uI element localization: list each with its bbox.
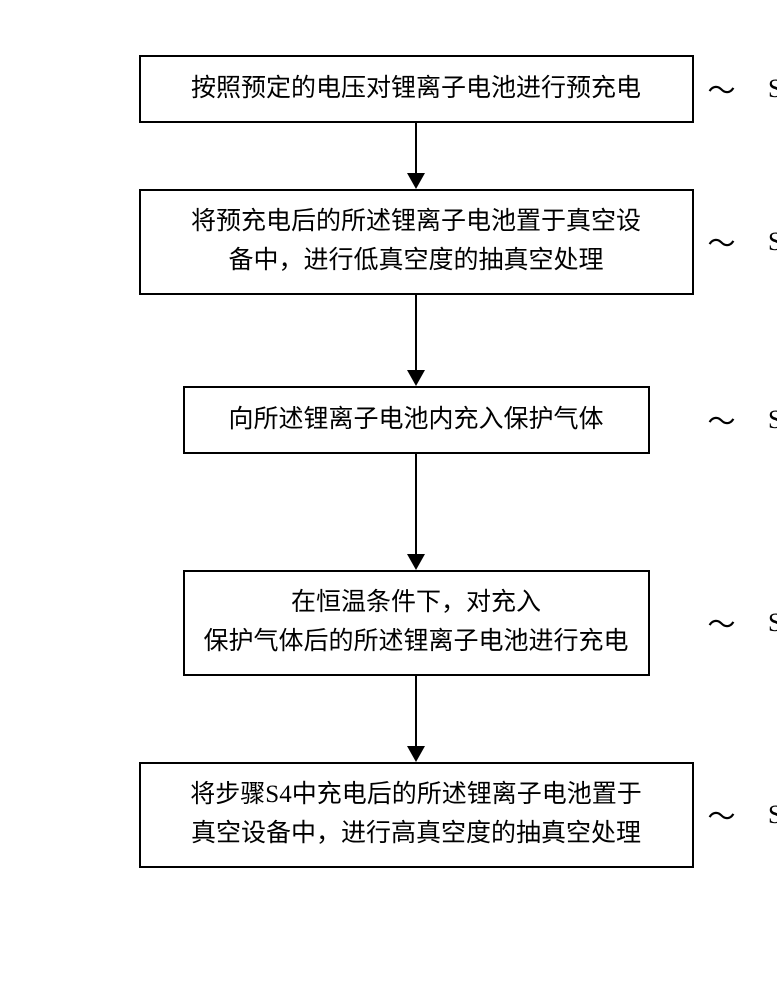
step-row-s1: 按照预定的电压对锂离子电池进行预充电～S1 xyxy=(139,55,694,123)
step-text-line: 向所述锂离子电池内充入保护气体 xyxy=(228,401,603,440)
arrow-line xyxy=(415,295,417,371)
step-text-line: 真空设备中，进行高真空度的抽真空处理 xyxy=(190,815,641,854)
arrow-down-icon xyxy=(407,295,425,386)
step-row-s3: 向所述锂离子电池内充入保护气体～S3 xyxy=(183,386,650,454)
step-box-s5: 将步骤S4中充电后的所述锂离子电池置于真空设备中，进行高真空度的抽真空处理 xyxy=(139,762,694,868)
step-text: 将步骤S4中充电后的所述锂离子电池置于真空设备中，进行高真空度的抽真空处理 xyxy=(190,776,641,854)
step-box-s1: 按照预定的电压对锂离子电池进行预充电 xyxy=(139,55,694,123)
arrow-line xyxy=(415,676,417,747)
arrow-down-icon xyxy=(407,454,425,570)
connector-tilde-icon: ～ xyxy=(707,795,732,835)
step-box-s3: 向所述锂离子电池内充入保护气体 xyxy=(183,386,650,454)
step-text-line: 将预充电后的所述锂离子电池置于真空设 xyxy=(191,203,641,242)
step-label-s4: S4 xyxy=(768,608,777,638)
connector-tilde-icon: ～ xyxy=(707,603,732,643)
step-text: 在恒温条件下，对充入保护气体后的所述锂离子电池进行充电 xyxy=(203,584,628,662)
step-box-s4: 在恒温条件下，对充入保护气体后的所述锂离子电池进行充电 xyxy=(183,570,650,676)
step-row-s4: 在恒温条件下，对充入保护气体后的所述锂离子电池进行充电～S4 xyxy=(183,570,650,676)
connector-tilde-icon: ～ xyxy=(707,69,732,109)
flowchart-container: 按照预定的电压对锂离子电池进行预充电～S1将预充电后的所述锂离子电池置于真空设备… xyxy=(0,0,777,868)
arrow-down-icon xyxy=(407,676,425,762)
step-text-line: 将步骤S4中充电后的所述锂离子电池置于 xyxy=(190,776,641,815)
arrow-down-icon xyxy=(407,123,425,189)
step-label-s2: S2 xyxy=(768,227,777,257)
step-text-line: 按照预定的电压对锂离子电池进行预充电 xyxy=(191,70,641,109)
step-text: 按照预定的电压对锂离子电池进行预充电 xyxy=(191,70,641,109)
step-row-s2: 将预充电后的所述锂离子电池置于真空设备中，进行低真空度的抽真空处理～S2 xyxy=(139,189,694,295)
arrow-line xyxy=(415,123,417,174)
step-label-s1: S1 xyxy=(768,74,777,104)
step-text-line: 保护气体后的所述锂离子电池进行充电 xyxy=(203,623,628,662)
step-text: 将预充电后的所述锂离子电池置于真空设备中，进行低真空度的抽真空处理 xyxy=(191,203,641,281)
arrow-head-icon xyxy=(407,746,425,762)
step-row-s5: 将步骤S4中充电后的所述锂离子电池置于真空设备中，进行高真空度的抽真空处理～S5 xyxy=(139,762,694,868)
step-label-s3: S3 xyxy=(768,405,777,435)
connector-tilde-icon: ～ xyxy=(707,222,732,262)
step-box-s2: 将预充电后的所述锂离子电池置于真空设备中，进行低真空度的抽真空处理 xyxy=(139,189,694,295)
step-text-line: 在恒温条件下，对充入 xyxy=(203,584,628,623)
arrow-line xyxy=(415,454,417,555)
arrow-head-icon xyxy=(407,173,425,189)
arrow-head-icon xyxy=(407,554,425,570)
step-text-line: 备中，进行低真空度的抽真空处理 xyxy=(191,242,641,281)
connector-tilde-icon: ～ xyxy=(707,400,732,440)
arrow-head-icon xyxy=(407,370,425,386)
step-label-s5: S5 xyxy=(768,800,777,830)
step-text: 向所述锂离子电池内充入保护气体 xyxy=(228,401,603,440)
